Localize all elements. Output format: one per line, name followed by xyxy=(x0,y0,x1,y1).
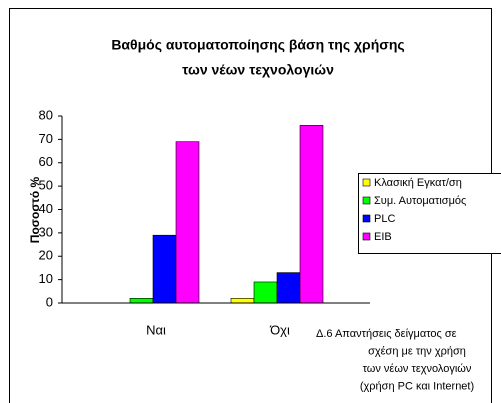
legend-label: EIB xyxy=(374,231,392,243)
bar xyxy=(253,281,278,304)
y-tick-label: 60 xyxy=(39,154,53,169)
legend-swatch xyxy=(362,178,371,187)
annotation: Δ.6 Απαντήσεις δείγματος σε σχέση με την … xyxy=(316,328,474,393)
bar xyxy=(175,141,200,304)
legend-label: Κλασική Εγκατ/ση xyxy=(374,177,462,189)
y-tick-label: 20 xyxy=(39,248,53,263)
annotation-line: των νέων τεχνολογιών xyxy=(363,363,472,375)
chart-title-line: Βαθμός αυτοματοποίησης βάση της χρήσης xyxy=(111,37,404,53)
legend-swatch xyxy=(362,196,371,205)
y-tick-label: 80 xyxy=(39,107,53,122)
legend-label: PLC xyxy=(374,213,395,225)
y-tick-label: 50 xyxy=(39,178,53,193)
annotation-line: (χρήση PC και Internet) xyxy=(360,380,474,392)
legend-label: Συμ. Αυτοματισμός xyxy=(374,195,466,207)
bar xyxy=(152,234,177,304)
legend-swatch xyxy=(362,214,371,223)
bar xyxy=(299,125,324,304)
x-tick-label: Ναι xyxy=(146,322,166,337)
x-tick-label: Όχι xyxy=(269,322,290,337)
y-tick-label: 10 xyxy=(39,271,53,286)
legend-box xyxy=(358,173,501,254)
chart-title-line: των νέων τεχνολογιών xyxy=(182,62,334,78)
y-tick-label: 40 xyxy=(39,201,53,216)
y-axis-title: Ποσοστό % xyxy=(28,176,42,243)
y-tick-label: 30 xyxy=(39,224,53,239)
bar xyxy=(276,272,301,304)
bar xyxy=(230,298,255,304)
y-tick-label: 0 xyxy=(46,294,53,309)
legend-swatch xyxy=(362,232,371,241)
y-tick-label: 70 xyxy=(39,131,53,146)
annotation-line: σχέση με την χρήση xyxy=(368,345,466,357)
bar xyxy=(129,298,154,304)
legend: Κλασική Εγκατ/ση Συμ. Αυτοματισμός PLC EIB xyxy=(362,177,466,243)
annotation-line: Δ.6 Απαντήσεις δείγματος σε xyxy=(316,328,457,340)
